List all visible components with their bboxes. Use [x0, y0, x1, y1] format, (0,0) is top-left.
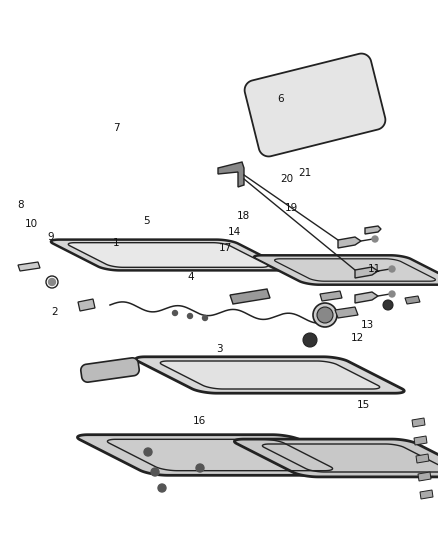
Text: 7: 7 — [113, 123, 120, 133]
Circle shape — [202, 316, 208, 320]
Polygon shape — [416, 454, 429, 463]
Circle shape — [196, 464, 204, 472]
Polygon shape — [136, 357, 404, 393]
Polygon shape — [244, 53, 385, 157]
Circle shape — [49, 279, 56, 286]
Text: 11: 11 — [368, 264, 381, 274]
Polygon shape — [160, 361, 380, 389]
Text: 20: 20 — [280, 174, 293, 183]
Polygon shape — [420, 490, 433, 499]
Circle shape — [303, 333, 317, 347]
Text: 3: 3 — [215, 344, 223, 354]
Text: 13: 13 — [361, 320, 374, 330]
Polygon shape — [335, 307, 358, 318]
Text: 2: 2 — [51, 307, 58, 317]
Circle shape — [389, 266, 395, 272]
Text: 14: 14 — [228, 227, 241, 237]
Text: 17: 17 — [219, 243, 232, 253]
Circle shape — [313, 303, 337, 327]
Text: 15: 15 — [357, 400, 370, 410]
Circle shape — [151, 468, 159, 476]
Text: 21: 21 — [298, 168, 311, 178]
Text: 16: 16 — [193, 416, 206, 426]
Polygon shape — [51, 240, 285, 270]
Polygon shape — [355, 292, 378, 303]
Circle shape — [144, 448, 152, 456]
Polygon shape — [218, 162, 244, 187]
Polygon shape — [320, 291, 342, 301]
Text: 12: 12 — [350, 334, 364, 343]
Polygon shape — [412, 418, 425, 427]
Polygon shape — [81, 358, 139, 382]
Circle shape — [173, 311, 177, 316]
Circle shape — [389, 291, 395, 297]
Text: 4: 4 — [187, 272, 194, 282]
Text: 5: 5 — [143, 216, 150, 226]
Polygon shape — [338, 237, 361, 248]
Circle shape — [158, 484, 166, 492]
Text: 1: 1 — [113, 238, 120, 247]
Polygon shape — [418, 472, 431, 481]
Polygon shape — [18, 262, 40, 271]
Polygon shape — [355, 267, 378, 278]
Circle shape — [187, 313, 192, 319]
Text: 6: 6 — [277, 94, 284, 103]
Polygon shape — [405, 296, 420, 304]
Polygon shape — [254, 255, 438, 285]
Polygon shape — [78, 299, 95, 311]
Polygon shape — [365, 226, 381, 234]
Circle shape — [383, 300, 393, 310]
Polygon shape — [78, 435, 363, 475]
Text: 18: 18 — [237, 211, 250, 221]
Text: 19: 19 — [285, 203, 298, 213]
Polygon shape — [230, 289, 270, 304]
Circle shape — [372, 236, 378, 242]
Circle shape — [317, 307, 333, 323]
Text: 9: 9 — [47, 232, 54, 242]
Text: 10: 10 — [25, 219, 38, 229]
Polygon shape — [68, 243, 268, 268]
Text: 8: 8 — [18, 200, 25, 210]
Polygon shape — [414, 436, 427, 445]
Polygon shape — [234, 439, 438, 477]
